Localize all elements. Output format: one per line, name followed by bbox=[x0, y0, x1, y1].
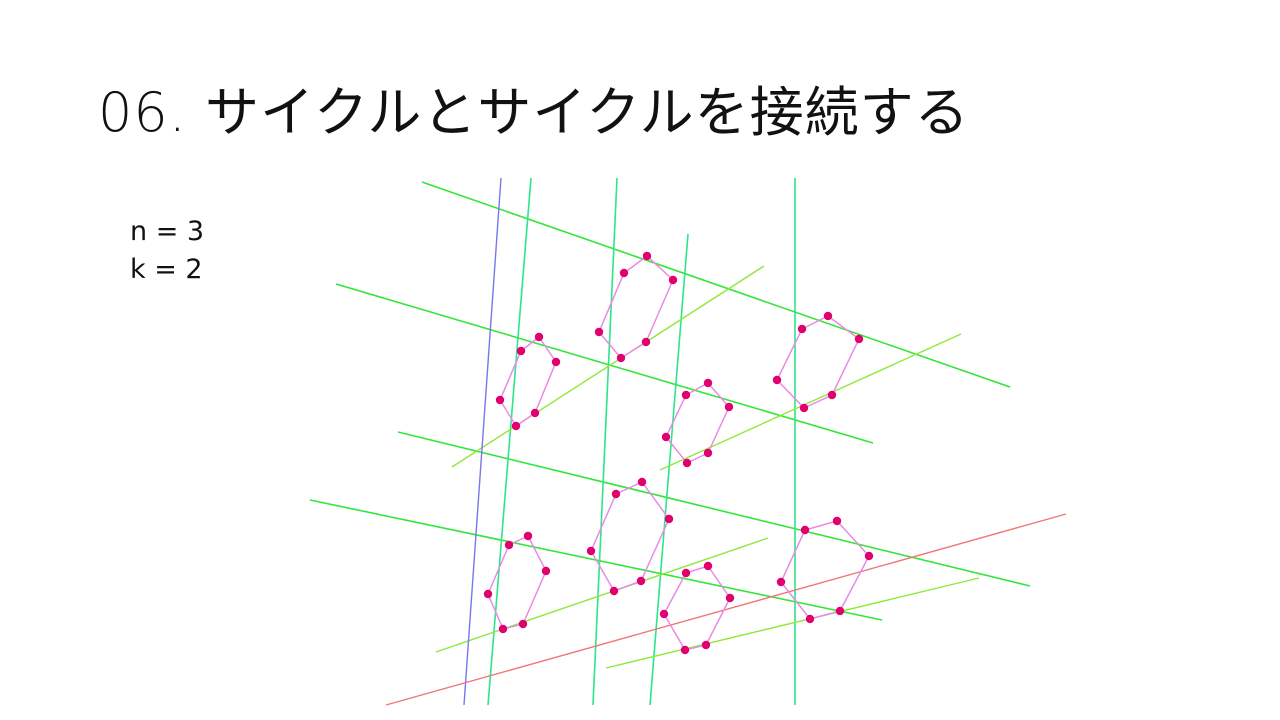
cycle-1-vertex-1 bbox=[551, 357, 561, 367]
cycle-1-vertex-3 bbox=[511, 421, 521, 431]
cycle-3-vertex-1 bbox=[724, 402, 734, 412]
descending-line-1 bbox=[335, 283, 874, 444]
cycle-2-vertex-2 bbox=[827, 390, 837, 400]
cycle-7-vertex-2 bbox=[701, 640, 711, 650]
cycle-0-vertex-2 bbox=[641, 337, 651, 347]
cycle-4-vertex-2 bbox=[636, 576, 646, 586]
cycle-2-edges bbox=[776, 315, 860, 409]
cycle-5-edges bbox=[487, 535, 547, 630]
cycle-4-vertex-4 bbox=[586, 546, 596, 556]
cycle-2-vertex-4 bbox=[772, 375, 782, 385]
cycle-6-vertex-2 bbox=[835, 606, 845, 616]
cycle-5-vertex-2 bbox=[518, 619, 528, 629]
cycle-1-vertex-0 bbox=[534, 332, 544, 342]
cycle-5-vertex-4 bbox=[483, 589, 493, 599]
cycle-0-vertex-1 bbox=[668, 275, 678, 285]
cycle-7-edges bbox=[663, 565, 731, 651]
cycle-3-vertex-4 bbox=[661, 432, 671, 442]
vertical-line-0 bbox=[487, 177, 532, 706]
cycle-2-vertex-0 bbox=[823, 311, 833, 321]
parameters: n = 3 k = 2 bbox=[130, 213, 204, 289]
param-k: k = 2 bbox=[130, 254, 203, 285]
cycle-6-vertex-4 bbox=[776, 577, 786, 587]
cycle-0-vertex-0 bbox=[642, 251, 652, 261]
cycle-6-vertex-5 bbox=[800, 525, 810, 535]
descending-line-0 bbox=[421, 181, 1011, 388]
ascending-line-3 bbox=[605, 577, 980, 669]
blue-line bbox=[463, 177, 502, 706]
cycle-2-vertex-5 bbox=[797, 324, 807, 334]
cycle-1-vertex-4 bbox=[495, 395, 505, 405]
ascending-line-2 bbox=[435, 537, 769, 653]
ascending-line-1 bbox=[659, 333, 962, 471]
cycle-4-vertex-1 bbox=[664, 514, 674, 524]
cycle-2-vertex-3 bbox=[799, 403, 809, 413]
cycle-3-vertex-5 bbox=[681, 390, 691, 400]
cycle-7-vertex-0 bbox=[703, 561, 713, 571]
vertical-line-1 bbox=[592, 177, 618, 706]
param-n: n = 3 bbox=[130, 216, 205, 247]
cycle-0-vertex-3 bbox=[616, 353, 626, 363]
cycle-3-vertex-0 bbox=[703, 378, 713, 388]
cycle-7-vertex-1 bbox=[725, 593, 735, 603]
cycle-3-vertex-2 bbox=[703, 448, 713, 458]
descending-line-2 bbox=[397, 431, 1031, 587]
cycle-1-edges bbox=[499, 335, 557, 428]
red-line bbox=[385, 513, 1067, 706]
cycle-7-vertex-5 bbox=[681, 568, 691, 578]
cycle-7-vertex-3 bbox=[680, 645, 690, 655]
cycle-0-vertex-4 bbox=[594, 327, 604, 337]
cycle-4-vertex-5 bbox=[611, 489, 621, 499]
cycle-6-vertex-0 bbox=[832, 516, 842, 526]
cycle-0-vertex-5 bbox=[619, 268, 629, 278]
cycle-5-vertex-1 bbox=[541, 566, 551, 576]
cycle-6-vertex-1 bbox=[864, 551, 874, 561]
vertical-line-2 bbox=[649, 233, 689, 706]
ascending-line-0 bbox=[451, 265, 765, 468]
cycle-7-vertex-4 bbox=[659, 609, 669, 619]
cycle-1-vertex-2 bbox=[530, 408, 540, 418]
cycle-1-vertex-5 bbox=[516, 346, 526, 356]
cycle-5-vertex-0 bbox=[523, 531, 533, 541]
cycle-2-vertex-1 bbox=[854, 334, 864, 344]
cycle-5-vertex-3 bbox=[498, 624, 508, 634]
cycle-4-vertex-0 bbox=[637, 477, 647, 487]
cycle-5-vertex-5 bbox=[504, 540, 514, 550]
slide-title: 06. サイクルとサイクルを接続する bbox=[98, 81, 970, 144]
cycle-4-vertex-3 bbox=[609, 586, 619, 596]
cycle-3-vertex-3 bbox=[682, 458, 692, 468]
cycle-6-vertex-3 bbox=[805, 614, 815, 624]
